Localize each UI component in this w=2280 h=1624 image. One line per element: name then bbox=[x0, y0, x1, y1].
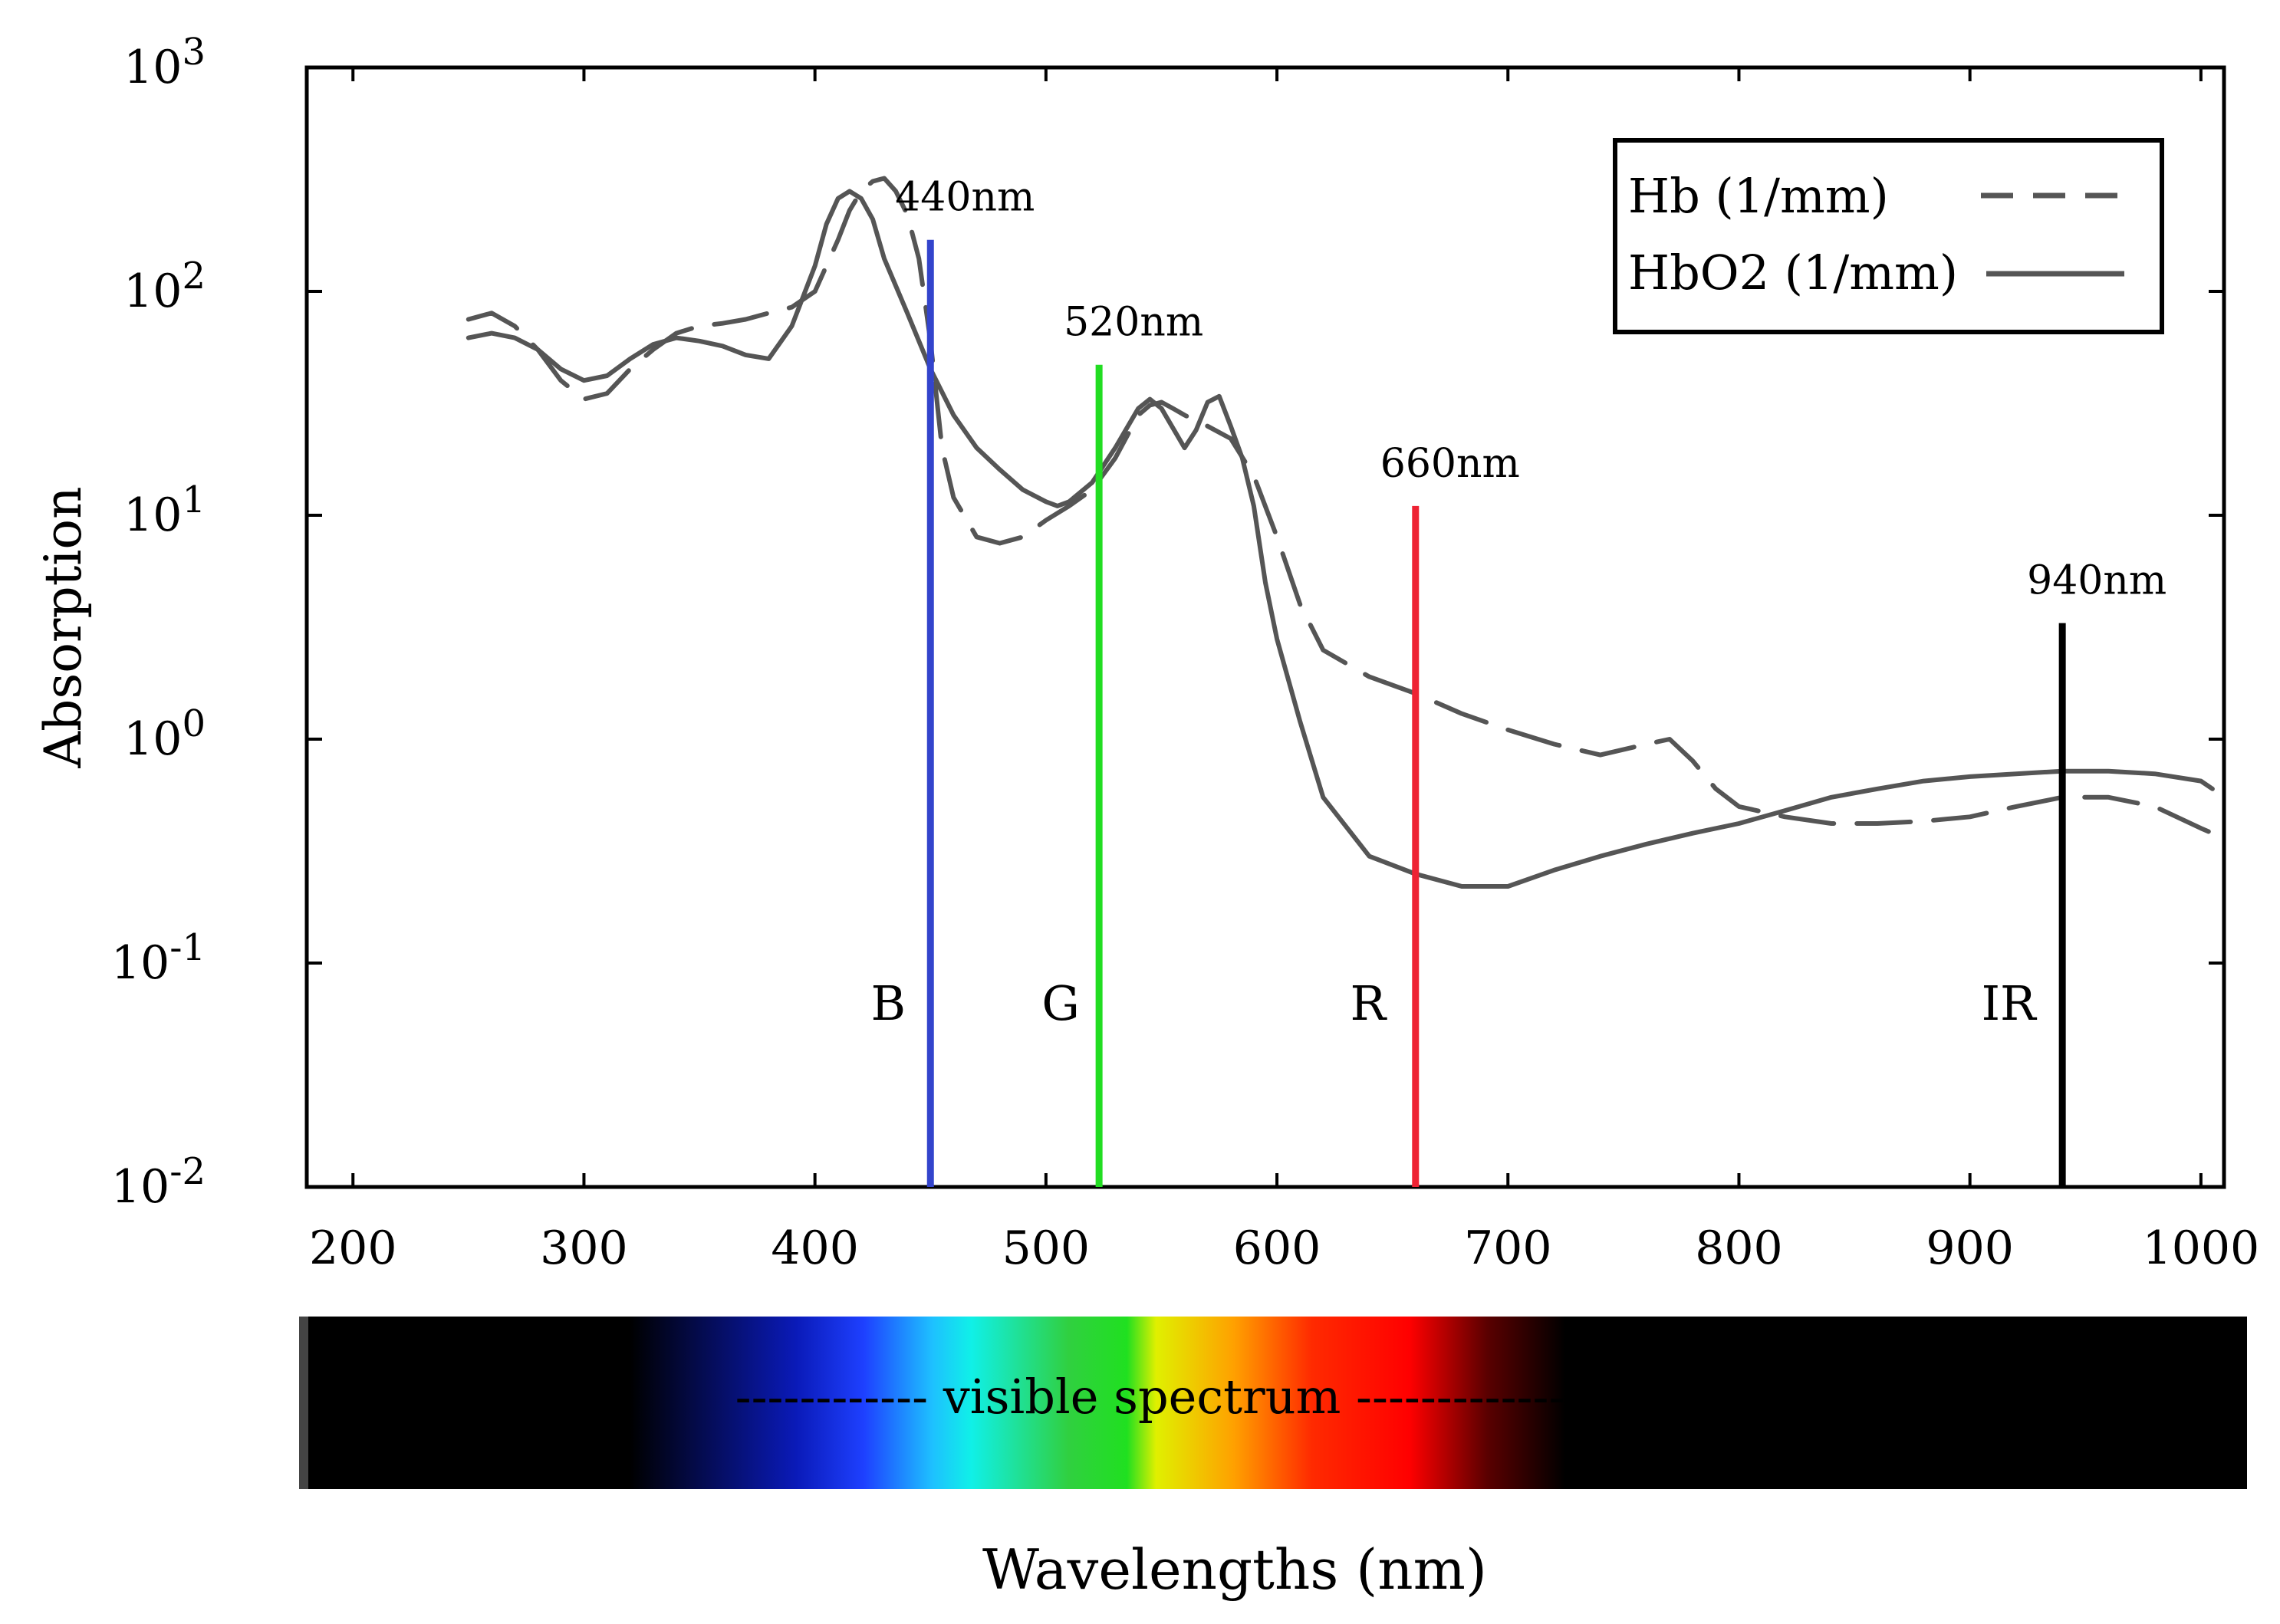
x-tick-label: 200 bbox=[309, 1221, 397, 1275]
series-layer bbox=[466, 176, 2215, 889]
x-tick-label: 700 bbox=[1464, 1221, 1552, 1275]
x-tick-label: 500 bbox=[1002, 1221, 1091, 1275]
plot-frame bbox=[304, 65, 2226, 1189]
y-tick-label: 10-1 bbox=[111, 926, 206, 990]
y-tick-exponent: 1 bbox=[182, 478, 206, 521]
x-axis-title: Wavelengths (nm) bbox=[982, 1537, 1487, 1602]
y-tick-exponent: 3 bbox=[182, 31, 206, 74]
x-tick-label: 300 bbox=[540, 1221, 628, 1275]
band-label-B: B bbox=[870, 975, 906, 1031]
legend-label-hb: Hb (1/mm) bbox=[1628, 168, 1889, 224]
y-tick-base: 10 bbox=[123, 712, 182, 766]
band-label-IR: IR bbox=[1982, 975, 2038, 1031]
legend-box bbox=[1613, 138, 2164, 334]
y-tick-base: 10 bbox=[111, 936, 169, 990]
y-axis-title: Absorption bbox=[34, 486, 93, 768]
spectrum-label: ------------ visible spectrum ----------… bbox=[735, 1369, 1581, 1425]
y-tick-exponent: 2 bbox=[182, 255, 206, 298]
x-tick-label: 400 bbox=[771, 1221, 859, 1275]
spectrum-bar bbox=[299, 1317, 2247, 1489]
x-tick-label: 600 bbox=[1233, 1221, 1321, 1275]
x-tick-label: 800 bbox=[1695, 1221, 1783, 1275]
marker-label-IR: 940nm bbox=[2027, 558, 2166, 604]
y-tick-label: 100 bbox=[123, 702, 206, 766]
tick-marks bbox=[307, 66, 2224, 1188]
x-tick-label: 900 bbox=[1926, 1221, 2014, 1275]
x-tick-label: 1000 bbox=[2143, 1221, 2260, 1275]
y-tick-label: 102 bbox=[123, 255, 206, 318]
y-tick-exponent: 0 bbox=[182, 702, 206, 745]
band-label-R: R bbox=[1350, 975, 1387, 1031]
marker-label-B: 440nm bbox=[895, 175, 1035, 221]
x-tick-labels: 200 300 400 500 600 700 800 900 1000 bbox=[309, 1221, 2259, 1275]
legend-label-hbo2: HbO2 (1/mm) bbox=[1628, 245, 1958, 301]
y-tick-exponent: -2 bbox=[169, 1150, 206, 1193]
spectrum-bar-edge bbox=[299, 1317, 308, 1489]
marker-label-G: 520nm bbox=[1064, 300, 1203, 346]
y-tick-exponent: -1 bbox=[169, 926, 206, 969]
y-tick-label: 103 bbox=[123, 31, 206, 94]
y-tick-label: 101 bbox=[123, 478, 206, 542]
band-label-G: G bbox=[1041, 975, 1080, 1031]
y-tick-label: 10-2 bbox=[111, 1150, 206, 1214]
y-tick-base: 10 bbox=[123, 41, 182, 94]
y-tick-base: 10 bbox=[123, 265, 182, 318]
y-tick-base: 10 bbox=[123, 488, 182, 542]
wavelength-markers: 440nm B 520nm G 660nm R 940nm IR bbox=[870, 175, 2166, 1187]
marker-label-R: 660nm bbox=[1380, 441, 1520, 487]
y-tick-base: 10 bbox=[111, 1160, 169, 1214]
legend: Hb (1/mm) HbO2 (1/mm) bbox=[1613, 138, 2164, 334]
series-hb-line bbox=[466, 176, 2215, 836]
series-hbo2-line bbox=[466, 189, 2215, 889]
